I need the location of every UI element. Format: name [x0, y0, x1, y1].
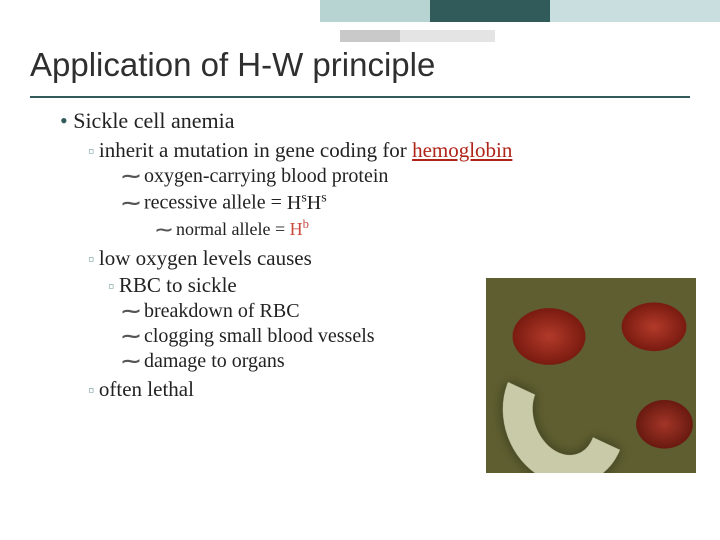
deco2-seg-1: [340, 30, 400, 42]
bullet-l3-oxygen-text: oxygen-carrying blood protein: [144, 165, 388, 187]
sickle-cell-shape: [486, 330, 644, 473]
bullet-l3-breakdown-text: breakdown of RBC: [144, 300, 300, 322]
hemoglobin-highlight: hemoglobin: [412, 138, 512, 162]
bullet-l1-sickle-cell: Sickle cell anemia: [60, 108, 700, 134]
bullet-l3-recessive-text: recessive allele =: [144, 192, 287, 214]
allele-hshs: HsHs: [287, 192, 327, 214]
bullet-l2-low-oxygen-b-text: RBC to sickle: [119, 273, 237, 297]
allele-hb: Hb: [290, 219, 309, 239]
infinity-icon: ⁓: [122, 166, 140, 186]
bullet-l3-clogging-text: clogging small blood vessels: [144, 325, 375, 347]
bullet-l2-inherit-text: inherit a mutation in gene coding for: [99, 138, 412, 162]
deco2-seg-2: [400, 30, 495, 42]
infinity-icon: ⁓: [122, 193, 140, 213]
infinity-icon: ⁓: [156, 222, 172, 239]
bullet-l3-damage-text: damage to organs: [144, 350, 285, 372]
title-rule: [30, 96, 690, 98]
deco-seg-2: [430, 0, 550, 22]
infinity-icon: ⁓: [122, 301, 140, 321]
bullet-l4-normal-text: normal allele =: [176, 219, 290, 239]
header-decoration-bar: [320, 0, 720, 22]
infinity-icon: ⁓: [122, 326, 140, 346]
bullet-l3-oxygen: ⁓oxygen-carrying blood protein: [122, 165, 700, 188]
slide: Application of H-W principle Sickle cell…: [0, 0, 720, 540]
deco-seg-1: [320, 0, 430, 22]
bullet-l2-low-oxygen-a: low oxygen levels causes: [88, 246, 700, 271]
blood-cell-image: [486, 278, 696, 473]
bullet-l2-inherit: inherit a mutation in gene coding for he…: [88, 138, 700, 163]
bullet-l3-recessive: ⁓recessive allele = HsHs: [122, 190, 700, 215]
infinity-icon: ⁓: [122, 351, 140, 371]
bullet-l4-normal: ⁓normal allele = Hb: [156, 217, 700, 240]
bullet-l2-lethal-text: often lethal: [99, 377, 194, 401]
deco-seg-3: [550, 0, 720, 22]
bullet-l2-low-oxygen-a-text: low oxygen levels causes: [99, 246, 312, 270]
header-decoration-bar-2: [340, 30, 495, 42]
slide-title: Application of H-W principle: [30, 46, 435, 84]
